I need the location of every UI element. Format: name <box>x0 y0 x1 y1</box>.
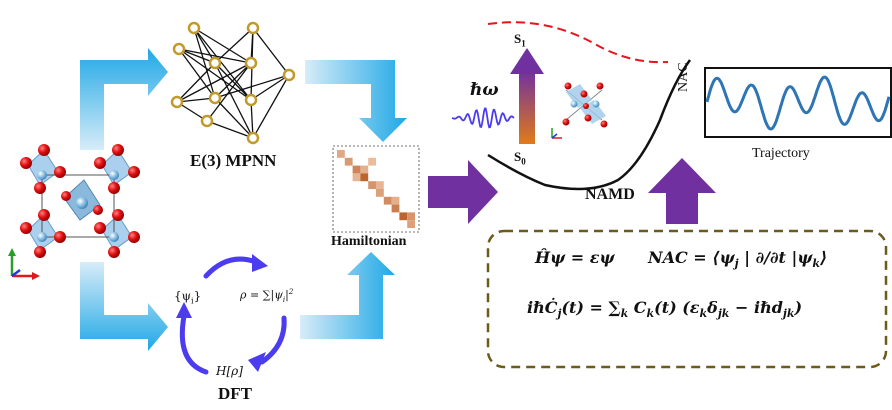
ground-state-curve <box>487 59 692 191</box>
excited-state-curve <box>487 21 669 64</box>
dft-psi-label: {ψi} <box>174 289 202 306</box>
mpnn-node <box>246 131 260 145</box>
mpnn-node <box>187 21 201 35</box>
mpnn-edge <box>252 74 290 139</box>
excitation-arrow-shaft <box>519 70 535 144</box>
nac-axis-label: NAC <box>676 62 691 92</box>
hamiltonian-cell <box>360 173 369 182</box>
mpnn-edge <box>214 74 290 99</box>
s0-label: S0 <box>514 149 526 167</box>
hamiltonian-matrix-cells <box>337 150 415 228</box>
mpnn-edge <box>178 48 216 99</box>
crystal-structure <box>20 144 140 258</box>
mpnn-edge <box>214 62 252 101</box>
mpnn-node <box>244 93 258 107</box>
mpnn-edge <box>250 99 254 139</box>
mpnn-edge <box>252 27 290 76</box>
mpnn-edge <box>193 27 216 64</box>
mpnn-edge <box>214 62 254 139</box>
mpnn-node <box>208 91 222 105</box>
mpnn-network-edges <box>176 27 290 139</box>
dft-h-rho-label: H[ρ] <box>216 364 243 378</box>
molecule-icon <box>562 82 608 128</box>
mpnn-edge <box>214 97 254 139</box>
trajectory-label: Trajectory <box>752 146 810 161</box>
equation-box <box>486 229 888 369</box>
mpnn-edge <box>176 97 216 103</box>
hamiltonian-cell <box>391 204 400 213</box>
nac-trajectory-curve <box>705 75 891 131</box>
mpnn-node <box>200 114 214 128</box>
mpnn-edge <box>206 120 254 139</box>
mpnn-node <box>172 42 186 56</box>
mpnn-edge <box>178 48 216 64</box>
mpnn-node <box>170 95 184 109</box>
photon-wave-icon <box>451 107 515 129</box>
mpnn-edge <box>250 74 290 101</box>
excitation-arrow-head <box>510 48 544 74</box>
mpnn-node <box>246 21 260 35</box>
dft-cycle-arrows <box>179 256 287 375</box>
dft-label: DFT <box>218 384 252 403</box>
mpnn-edge <box>178 48 252 64</box>
hamiltonian-cell <box>352 173 361 182</box>
hamiltonian-cell <box>337 150 345 158</box>
mpnn-node <box>208 56 222 70</box>
dft-cycle-arrowheads <box>176 254 268 372</box>
mpnn-edge <box>214 62 252 99</box>
hamiltonian-cell <box>391 196 400 205</box>
arrow-equations-to-namd <box>648 158 716 224</box>
hamiltonian-cell <box>352 165 361 174</box>
hamiltonian-cell <box>360 165 369 174</box>
hamiltonian-cell <box>407 212 415 221</box>
arrow-crystal-to-mpnn <box>80 48 168 150</box>
hbar-omega-label: ℏω <box>470 80 499 100</box>
mpnn-node <box>282 68 296 82</box>
hamiltonian-cell <box>368 157 376 166</box>
mpnn-edge <box>193 27 252 64</box>
hamiltonian-cell <box>368 181 376 189</box>
arrow-hamiltonian-to-namd <box>428 160 498 224</box>
hamiltonian-cell <box>344 157 353 166</box>
equation-line-2: iℏĊj(t) = ∑k Ck(t) (εkδjk − iℏdjk) <box>527 298 803 321</box>
hamiltonian-cell <box>407 220 415 228</box>
small-axis-triad-icon <box>551 128 562 139</box>
mpnn-edge <box>176 62 216 103</box>
mpnn-label: E(3) MPNN <box>190 151 277 170</box>
axis-triad-icon <box>8 248 40 280</box>
hamiltonian-cell <box>376 189 384 197</box>
hamiltonian-cell <box>383 196 392 205</box>
mpnn-node <box>244 56 258 70</box>
hamiltonian-cell <box>399 212 408 221</box>
s1-label: S1 <box>514 31 526 49</box>
hamiltonian-label: Hamiltonian <box>331 234 407 249</box>
dft-rho-label: ρ = ∑|ψi|2 <box>240 288 294 304</box>
equation-line-1: Ĥψ = εψ NAC = ⟨ψj | ∂/∂t |ψk⟩ <box>535 248 828 271</box>
mpnn-edge <box>193 27 252 101</box>
arrow-mpnn-to-hamiltonian <box>305 60 407 142</box>
mpnn-edge <box>193 27 216 99</box>
namd-label: NAMD <box>585 186 635 203</box>
hamiltonian-cell <box>376 181 384 189</box>
mpnn-edge <box>178 48 252 101</box>
mpnn-edge <box>176 62 252 103</box>
mpnn-edge <box>206 62 252 122</box>
mpnn-network-nodes <box>170 21 296 145</box>
arrow-crystal-to-dft <box>80 262 168 351</box>
arrow-dft-to-hamiltonian <box>300 252 395 339</box>
